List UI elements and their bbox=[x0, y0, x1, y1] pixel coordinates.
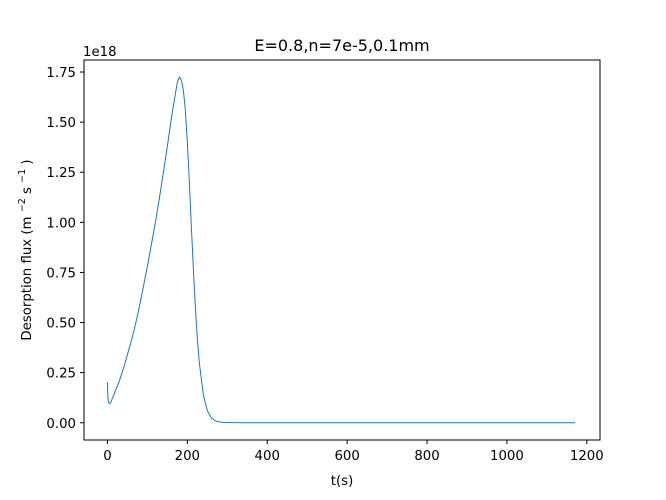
y-tick-label: 0.75 bbox=[46, 266, 76, 281]
y-tick-label: 1.25 bbox=[46, 166, 76, 181]
y-tick-label: 0.00 bbox=[46, 417, 76, 432]
x-tick-label: 1200 bbox=[570, 449, 604, 464]
chart-title: E=0.8,n=7e-5,0.1mm bbox=[254, 36, 429, 55]
x-tick-label: 400 bbox=[255, 449, 280, 464]
x-tick-label: 800 bbox=[414, 449, 439, 464]
y-offset-label: 1e18 bbox=[83, 45, 117, 60]
y-axis-label: Desorption flux (m −2 s −1 ) bbox=[14, 159, 35, 340]
x-tick-label: 200 bbox=[175, 449, 200, 464]
y-axis-label-middle: s bbox=[20, 187, 35, 194]
axes-frame bbox=[83, 59, 601, 441]
y-axis-label-suffix: ) bbox=[20, 159, 35, 164]
series-line bbox=[106, 76, 576, 424]
y-tick-label: 1.75 bbox=[46, 66, 76, 81]
y-tick-label: 0.25 bbox=[46, 367, 76, 382]
x-tick-label: 1000 bbox=[490, 449, 524, 464]
y-axis-label-exponent-1: −2 bbox=[17, 198, 28, 212]
y-axis-label-exponent-2: −1 bbox=[17, 169, 28, 183]
x-tick-label: 0 bbox=[103, 449, 111, 464]
x-tick-label: 600 bbox=[334, 449, 359, 464]
y-tick-label: 1.50 bbox=[46, 116, 76, 131]
y-axis: 0.00 0.25 0.50 0.75 1.00 1.25 1.50 1.75 bbox=[46, 66, 84, 432]
x-axis-label: t(s) bbox=[331, 474, 354, 489]
plot-area bbox=[106, 76, 576, 424]
y-axis-label-prefix: Desorption flux (m bbox=[20, 216, 35, 340]
y-tick-label: 1.00 bbox=[46, 216, 76, 231]
x-axis: 0 200 400 600 800 1000 1200 bbox=[103, 440, 604, 464]
y-tick-label: 0.50 bbox=[46, 317, 76, 332]
